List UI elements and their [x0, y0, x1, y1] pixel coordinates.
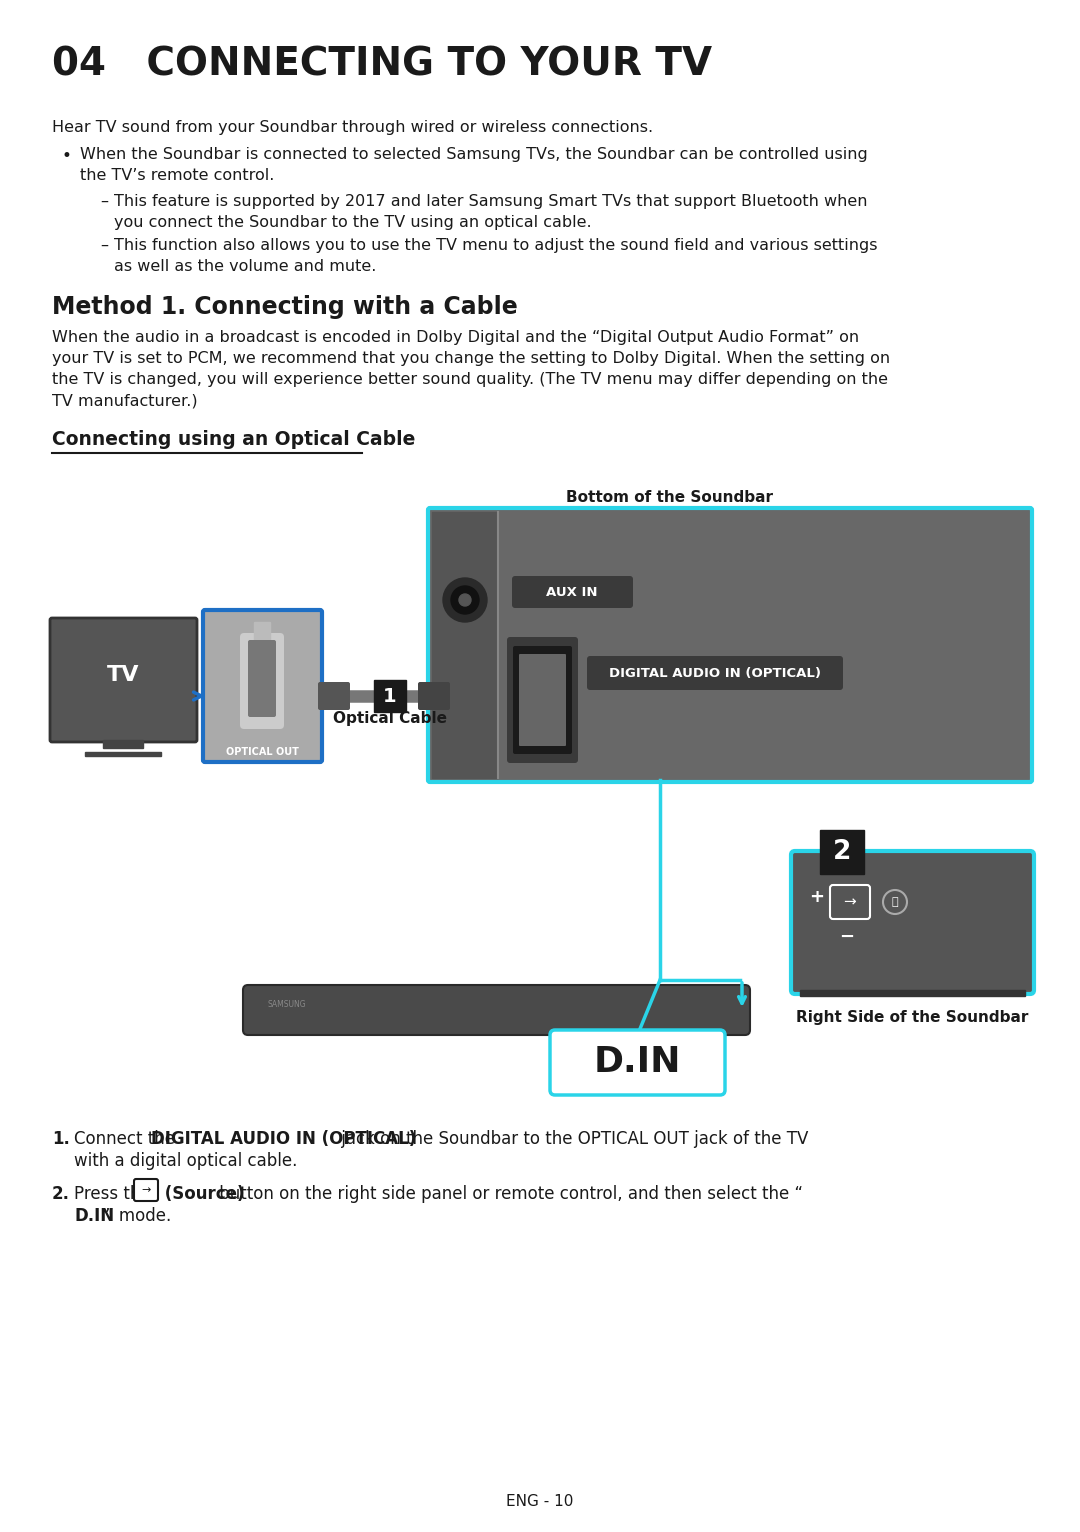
- FancyBboxPatch shape: [588, 656, 843, 689]
- FancyBboxPatch shape: [418, 682, 450, 709]
- Text: OPTICAL OUT: OPTICAL OUT: [226, 748, 298, 757]
- Text: →: →: [843, 895, 856, 910]
- Text: AUX IN: AUX IN: [546, 585, 597, 599]
- Text: ENG - 10: ENG - 10: [507, 1495, 573, 1509]
- Text: the TV’s remote control.: the TV’s remote control.: [80, 169, 274, 182]
- Text: Right Side of the Soundbar: Right Side of the Soundbar: [796, 1010, 1028, 1025]
- Text: This function also allows you to use the TV menu to adjust the sound field and v: This function also allows you to use the…: [114, 237, 877, 253]
- Text: 2.: 2.: [52, 1184, 70, 1203]
- Text: →: →: [141, 1184, 151, 1195]
- Bar: [374, 680, 406, 712]
- Bar: [85, 752, 161, 755]
- FancyBboxPatch shape: [507, 637, 578, 763]
- Text: +: +: [810, 889, 824, 905]
- Text: ⏻: ⏻: [892, 898, 899, 907]
- Text: Connect the: Connect the: [75, 1131, 180, 1147]
- Bar: [432, 512, 497, 778]
- Text: Method 1. Connecting with a Cable: Method 1. Connecting with a Cable: [52, 296, 517, 319]
- Text: 1.: 1.: [52, 1131, 70, 1147]
- Text: SAMSUNG: SAMSUNG: [268, 1000, 307, 1010]
- Text: 04   CONNECTING TO YOUR TV: 04 CONNECTING TO YOUR TV: [52, 44, 712, 83]
- FancyBboxPatch shape: [831, 885, 870, 919]
- Text: the TV is changed, you will experience better sound quality. (The TV menu may di: the TV is changed, you will experience b…: [52, 372, 888, 388]
- Text: –: –: [100, 195, 108, 208]
- Bar: [254, 622, 270, 642]
- Text: When the Soundbar is connected to selected Samsung TVs, the Soundbar can be cont: When the Soundbar is connected to select…: [80, 147, 867, 162]
- Circle shape: [882, 889, 908, 915]
- Text: TV: TV: [107, 665, 139, 685]
- Circle shape: [459, 594, 471, 607]
- Text: 2: 2: [833, 840, 851, 866]
- Text: as well as the volume and mute.: as well as the volume and mute.: [114, 259, 376, 274]
- Text: your TV is set to PCM, we recommend that you change the setting to Dolby Digital: your TV is set to PCM, we recommend that…: [52, 351, 890, 366]
- FancyBboxPatch shape: [243, 985, 750, 1036]
- Text: Bottom of the Soundbar: Bottom of the Soundbar: [567, 490, 773, 506]
- Bar: [800, 990, 1025, 996]
- Text: DIGITAL AUDIO IN (OPTICAL): DIGITAL AUDIO IN (OPTICAL): [609, 666, 821, 680]
- Text: Connecting using an Optical Cable: Connecting using an Optical Cable: [52, 430, 416, 449]
- Text: with a digital optical cable.: with a digital optical cable.: [75, 1152, 297, 1170]
- FancyBboxPatch shape: [550, 1030, 725, 1095]
- FancyBboxPatch shape: [134, 1180, 158, 1201]
- Text: button on the right side panel or remote control, and then select the “: button on the right side panel or remote…: [214, 1184, 804, 1203]
- Text: DIGITAL AUDIO IN (OPTICAL): DIGITAL AUDIO IN (OPTICAL): [151, 1131, 416, 1147]
- Circle shape: [451, 587, 480, 614]
- Text: D.IN: D.IN: [594, 1045, 681, 1080]
- FancyBboxPatch shape: [428, 509, 1032, 781]
- FancyBboxPatch shape: [203, 610, 322, 761]
- Text: When the audio in a broadcast is encoded in Dolby Digital and the “Digital Outpu: When the audio in a broadcast is encoded…: [52, 329, 859, 345]
- Bar: [820, 830, 864, 873]
- Text: 1: 1: [383, 686, 396, 706]
- FancyBboxPatch shape: [513, 647, 572, 754]
- FancyBboxPatch shape: [519, 654, 566, 746]
- Text: TV manufacturer.): TV manufacturer.): [52, 394, 198, 408]
- Text: Press the: Press the: [75, 1184, 156, 1203]
- FancyBboxPatch shape: [318, 682, 350, 709]
- FancyBboxPatch shape: [248, 640, 276, 717]
- Text: Hear TV sound from your Soundbar through wired or wireless connections.: Hear TV sound from your Soundbar through…: [52, 119, 653, 135]
- FancyBboxPatch shape: [50, 617, 197, 741]
- Text: Optical Cable: Optical Cable: [333, 711, 447, 726]
- Text: −: −: [839, 928, 854, 945]
- Text: •: •: [62, 147, 72, 165]
- Circle shape: [443, 578, 487, 622]
- Text: –: –: [100, 237, 108, 253]
- FancyBboxPatch shape: [791, 850, 1034, 994]
- Text: This feature is supported by 2017 and later Samsung Smart TVs that support Bluet: This feature is supported by 2017 and la…: [114, 195, 867, 208]
- Text: jack on the Soundbar to the OPTICAL OUT jack of the TV: jack on the Soundbar to the OPTICAL OUT …: [336, 1131, 808, 1147]
- Text: (Source): (Source): [159, 1184, 244, 1203]
- Text: ” mode.: ” mode.: [105, 1207, 172, 1226]
- Text: you connect the Soundbar to the TV using an optical cable.: you connect the Soundbar to the TV using…: [114, 214, 592, 230]
- Text: D.IN: D.IN: [75, 1207, 114, 1226]
- FancyBboxPatch shape: [512, 576, 633, 608]
- Bar: [103, 740, 143, 748]
- FancyBboxPatch shape: [240, 633, 284, 729]
